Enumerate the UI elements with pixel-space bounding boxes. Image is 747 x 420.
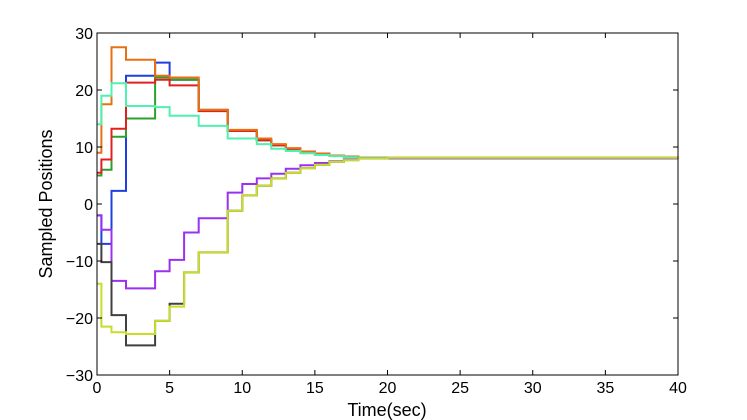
y-tick-label: 0 xyxy=(84,197,93,214)
x-tick-label: 40 xyxy=(669,380,687,397)
series-line-5 xyxy=(97,82,678,160)
plot-area xyxy=(97,33,678,375)
x-tick-label: 15 xyxy=(306,380,324,397)
x-tick-label: 20 xyxy=(379,380,397,397)
series-layer xyxy=(97,46,679,347)
y-tick-label: −10 xyxy=(66,254,93,271)
y-tick-label: −20 xyxy=(66,311,93,328)
y-tick-label: 20 xyxy=(75,83,93,100)
x-tick-label: 5 xyxy=(165,380,174,397)
x-tick-label: 10 xyxy=(233,380,251,397)
series-line-8 xyxy=(97,156,679,335)
y-tick-label: 10 xyxy=(75,140,93,157)
y-tick-label: 30 xyxy=(75,26,93,43)
x-axis-label: Time(sec) xyxy=(347,400,426,420)
x-tick-label: 0 xyxy=(93,380,102,397)
y-tick-label: −30 xyxy=(66,368,93,385)
tick-layer: 0 5 10 15 20 25 30 35 40 −30 −20 −10 0 10 20 30 xyxy=(66,26,687,397)
y-axis-label: Sampled Positions xyxy=(36,129,56,278)
x-tick-label: 30 xyxy=(524,380,542,397)
x-tick-label: 35 xyxy=(596,380,614,397)
x-tick-label: 25 xyxy=(451,380,469,397)
